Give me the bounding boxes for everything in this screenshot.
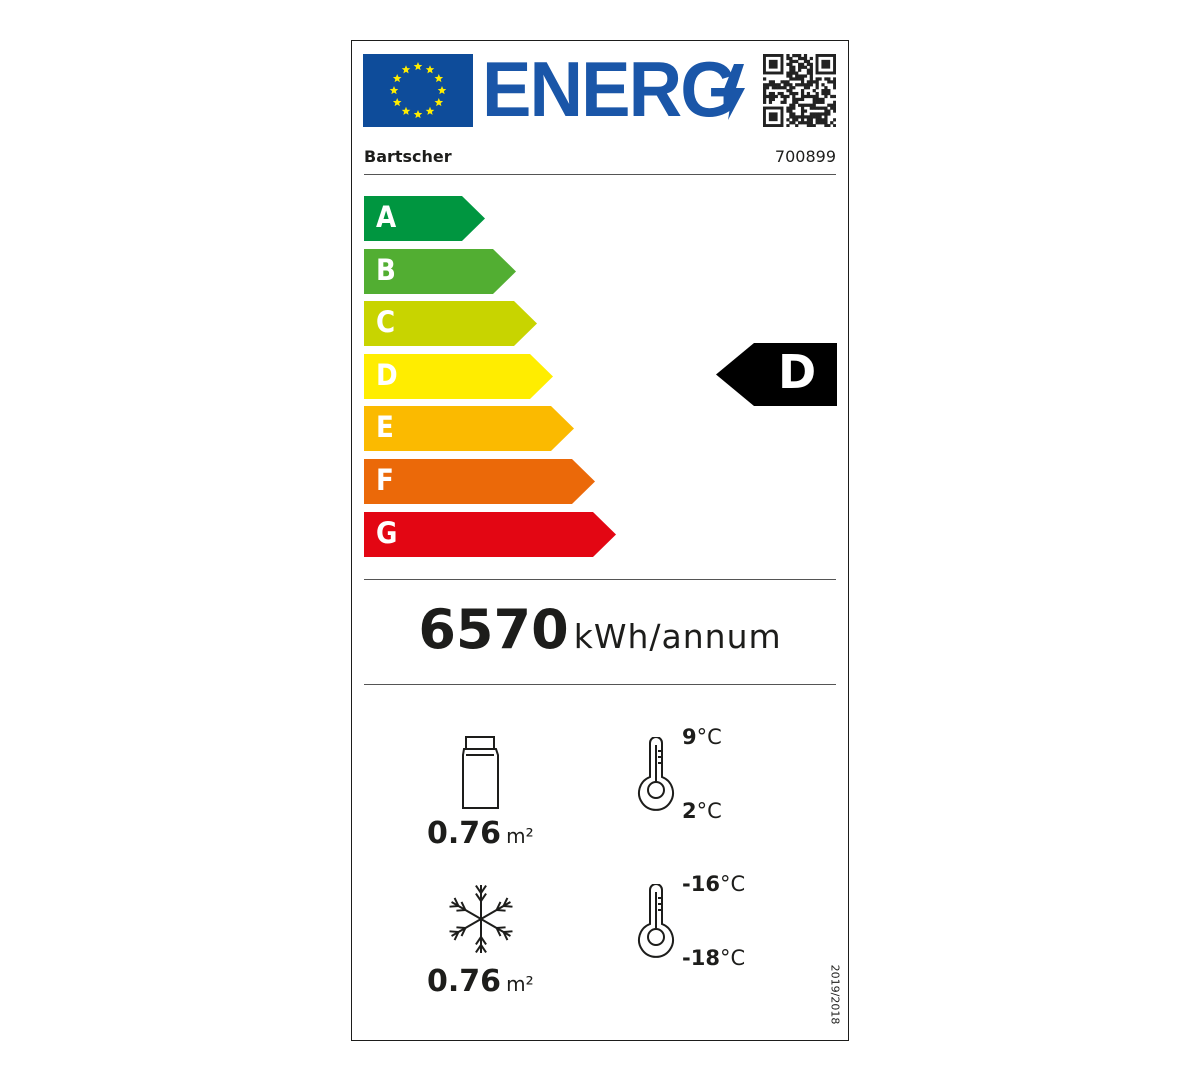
energy-class-f: F [364,459,595,504]
energy-class-g: G [364,511,616,557]
star-icon [413,62,423,71]
star-icon [425,106,435,115]
star-icon [389,86,399,95]
energy-logo: ENERG [482,45,752,133]
chilled-area: 0.76 m² [427,816,534,851]
chilled-compartment-icon [462,736,499,809]
frozen-temp-max: -16°C [682,872,746,896]
lightning-icon [722,64,745,120]
snowflake-icon [449,885,513,953]
star-icon [401,106,411,115]
chilled-temp-min: 2°C [682,799,722,823]
star-icon [434,74,444,83]
regulation-number: 2019/2018 [828,964,842,1025]
divider [364,579,836,580]
divider [364,684,836,685]
star-icon [401,65,411,74]
frozen-temp-min: -18°C [682,946,746,970]
energy-class-d: D [364,353,553,399]
qr-code[interactable] [763,54,836,127]
star-icon [437,86,447,95]
star-icon [434,98,444,107]
energy-class-b: B [364,248,516,294]
energy-class-e: E [364,406,574,452]
thermometer-icon [638,884,674,958]
supplier-name: Bartscher [364,147,452,166]
thermometer-icon [638,737,674,811]
energy-class-a: A [364,196,485,241]
model-id: 700899 [774,147,836,166]
star-icon [425,65,435,74]
rating-indicator: D [716,343,837,406]
eu-flag [363,54,473,127]
star-icon [413,110,423,119]
star-icon [392,98,402,107]
frozen-area: 0.76 m² [427,964,534,999]
energy-consumption: 6570 kWh/annum [418,598,782,661]
energy-label [351,40,849,1041]
divider [364,174,836,175]
star-icon [392,74,402,83]
chilled-temp-max: 9°C [682,725,722,749]
energy-class-c: C [364,301,537,347]
